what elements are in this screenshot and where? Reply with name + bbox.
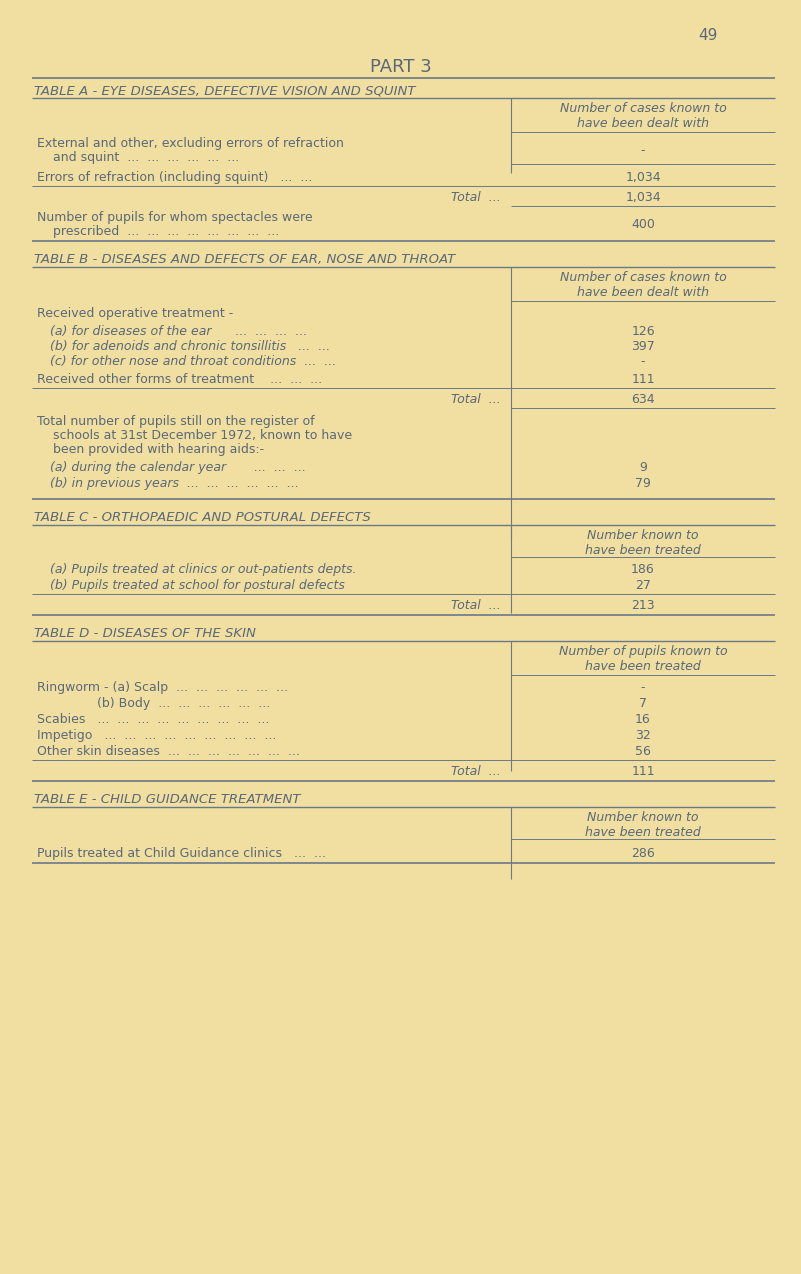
Text: 126: 126	[631, 325, 654, 338]
Text: (c) for other nose and throat conditions  ...  ...: (c) for other nose and throat conditions…	[50, 355, 336, 368]
Text: (b) Pupils treated at school for postural defects: (b) Pupils treated at school for postura…	[50, 578, 345, 592]
Text: (b) in previous years  ...  ...  ...  ...  ...  ...: (b) in previous years ... ... ... ... ..…	[50, 476, 299, 490]
Text: 111: 111	[631, 373, 654, 386]
Text: Scabies   ...  ...  ...  ...  ...  ...  ...  ...  ...: Scabies ... ... ... ... ... ... ... ... …	[37, 713, 269, 726]
Text: 1,034: 1,034	[626, 191, 661, 204]
Text: Received operative treatment -: Received operative treatment -	[37, 307, 233, 320]
Text: schools at 31st December 1972, known to have: schools at 31st December 1972, known to …	[37, 429, 352, 442]
Text: 400: 400	[631, 218, 655, 231]
Text: Ringworm - (a) Scalp  ...  ...  ...  ...  ...  ...: Ringworm - (a) Scalp ... ... ... ... ...…	[37, 682, 288, 694]
Text: been provided with hearing aids:-: been provided with hearing aids:-	[37, 443, 264, 456]
Text: TABLE D - DISEASES OF THE SKIN: TABLE D - DISEASES OF THE SKIN	[34, 627, 256, 640]
Text: 186: 186	[631, 563, 655, 576]
Text: Other skin diseases  ...  ...  ...  ...  ...  ...  ...: Other skin diseases ... ... ... ... ... …	[37, 745, 300, 758]
Text: Number known to
have been treated: Number known to have been treated	[585, 812, 701, 840]
Text: External and other, excluding errors of refraction: External and other, excluding errors of …	[37, 138, 344, 150]
Text: -: -	[641, 355, 646, 368]
Text: Errors of refraction (including squint)   ...  ...: Errors of refraction (including squint) …	[37, 171, 312, 183]
Text: -: -	[641, 144, 646, 157]
Text: 397: 397	[631, 340, 655, 353]
Text: (a) for diseases of the ear      ...  ...  ...  ...: (a) for diseases of the ear ... ... ... …	[50, 325, 308, 338]
Text: and squint  ...  ...  ...  ...  ...  ...: and squint ... ... ... ... ... ...	[37, 152, 239, 164]
Text: Number of cases known to
have been dealt with: Number of cases known to have been dealt…	[560, 102, 727, 130]
Text: PART 3: PART 3	[369, 59, 432, 76]
Text: -: -	[641, 682, 646, 694]
Text: Received other forms of treatment    ...  ...  ...: Received other forms of treatment ... ..…	[37, 373, 322, 386]
Text: Total number of pupils still on the register of: Total number of pupils still on the regi…	[37, 415, 315, 428]
Text: 16: 16	[635, 713, 651, 726]
Text: 111: 111	[631, 764, 654, 778]
Text: Number of cases known to
have been dealt with: Number of cases known to have been dealt…	[560, 271, 727, 299]
Text: Number of pupils known to
have been treated: Number of pupils known to have been trea…	[558, 645, 727, 673]
Text: 634: 634	[631, 392, 654, 406]
Text: 286: 286	[631, 847, 655, 860]
Text: TABLE C - ORTHOPAEDIC AND POSTURAL DEFECTS: TABLE C - ORTHOPAEDIC AND POSTURAL DEFEC…	[34, 511, 371, 524]
Text: 32: 32	[635, 729, 651, 741]
Text: Number of pupils for whom spectacles were: Number of pupils for whom spectacles wer…	[37, 211, 312, 224]
Text: 7: 7	[639, 697, 647, 710]
Text: (a) Pupils treated at clinics or out-patients depts.: (a) Pupils treated at clinics or out-pat…	[50, 563, 356, 576]
Text: 9: 9	[639, 461, 647, 474]
Text: Impetigo   ...  ...  ...  ...  ...  ...  ...  ...  ...: Impetigo ... ... ... ... ... ... ... ...…	[37, 729, 276, 741]
Text: Number known to
have been treated: Number known to have been treated	[585, 529, 701, 557]
Text: (b) Body  ...  ...  ...  ...  ...  ...: (b) Body ... ... ... ... ... ...	[37, 697, 270, 710]
Text: (a) during the calendar year       ...  ...  ...: (a) during the calendar year ... ... ...	[50, 461, 306, 474]
Text: 79: 79	[635, 476, 651, 490]
Text: prescribed  ...  ...  ...  ...  ...  ...  ...  ...: prescribed ... ... ... ... ... ... ... .…	[37, 225, 280, 238]
Text: 49: 49	[698, 28, 718, 43]
Text: 213: 213	[631, 599, 654, 612]
Text: (b) for adenoids and chronic tonsillitis   ...  ...: (b) for adenoids and chronic tonsillitis…	[50, 340, 330, 353]
Text: TABLE E - CHILD GUIDANCE TREATMENT: TABLE E - CHILD GUIDANCE TREATMENT	[34, 792, 300, 806]
Text: Total  ...: Total ...	[451, 599, 501, 612]
Text: Total  ...: Total ...	[451, 764, 501, 778]
Text: 56: 56	[635, 745, 651, 758]
Text: 27: 27	[635, 578, 651, 592]
Text: TABLE A - EYE DISEASES, DEFECTIVE VISION AND SQUINT: TABLE A - EYE DISEASES, DEFECTIVE VISION…	[34, 84, 416, 97]
Text: Pupils treated at Child Guidance clinics   ...  ...: Pupils treated at Child Guidance clinics…	[37, 847, 326, 860]
Text: TABLE B - DISEASES AND DEFECTS OF EAR, NOSE AND THROAT: TABLE B - DISEASES AND DEFECTS OF EAR, N…	[34, 254, 455, 266]
Text: Total  ...: Total ...	[451, 191, 501, 204]
Text: Total  ...: Total ...	[451, 392, 501, 406]
Text: 1,034: 1,034	[626, 171, 661, 183]
